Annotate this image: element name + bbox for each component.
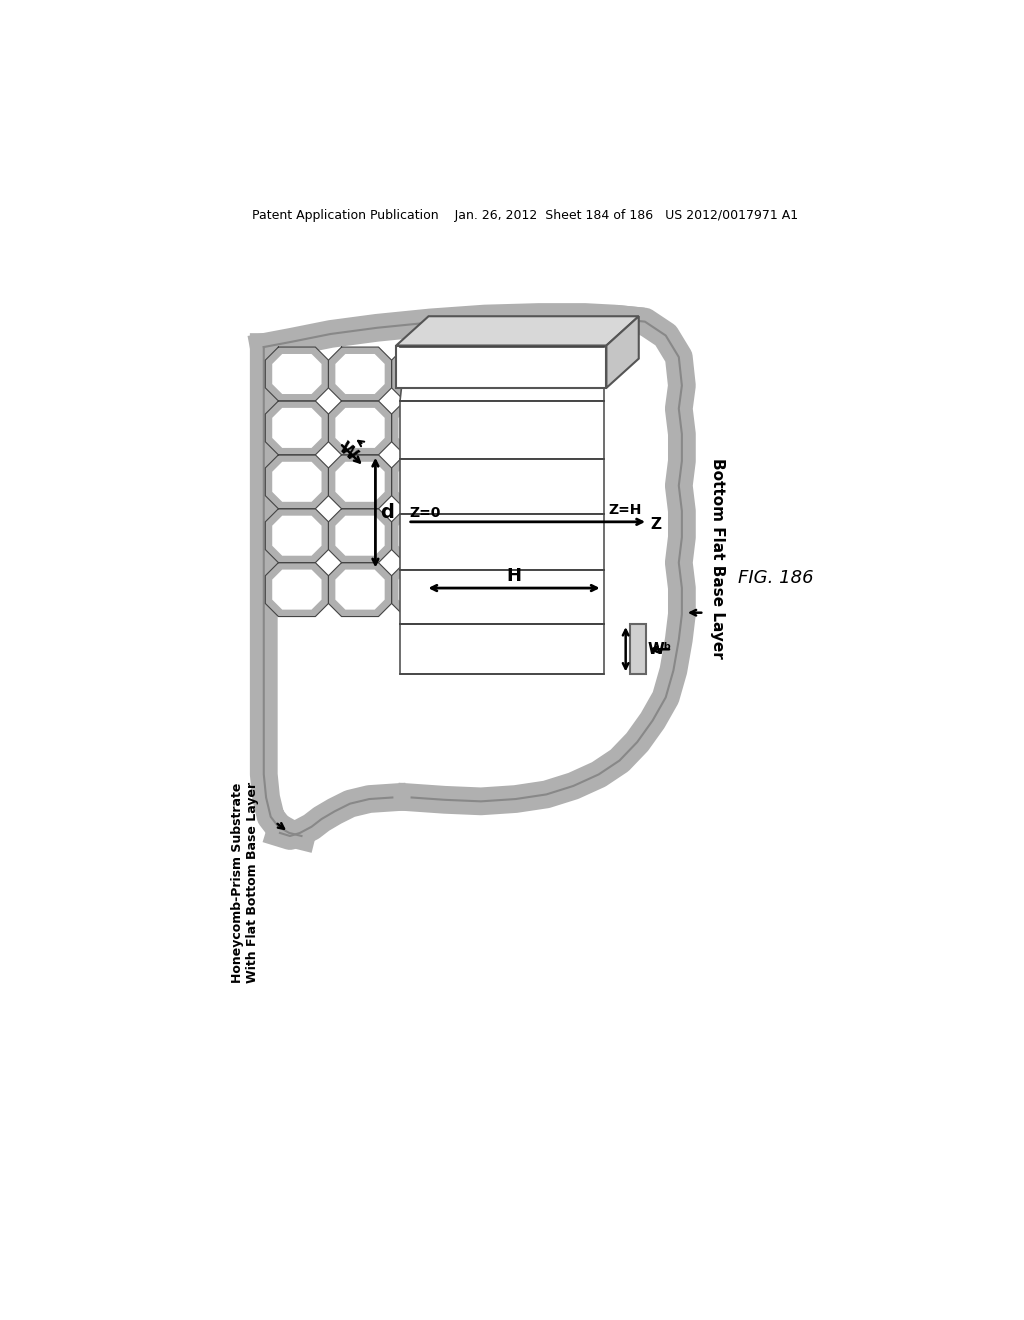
Polygon shape — [336, 408, 385, 447]
Polygon shape — [400, 347, 604, 401]
Polygon shape — [391, 401, 455, 455]
Polygon shape — [336, 462, 385, 502]
Polygon shape — [400, 459, 604, 515]
Text: FIG. 186: FIG. 186 — [738, 569, 814, 587]
Text: Patent Application Publication    Jan. 26, 2012  Sheet 184 of 186   US 2012/0017: Patent Application Publication Jan. 26, … — [252, 209, 798, 222]
Polygon shape — [272, 408, 322, 447]
Polygon shape — [400, 401, 604, 459]
Polygon shape — [398, 570, 447, 610]
Polygon shape — [398, 354, 447, 395]
Polygon shape — [606, 317, 639, 388]
Polygon shape — [265, 401, 329, 455]
Text: d: d — [380, 503, 394, 523]
Polygon shape — [336, 354, 385, 395]
Polygon shape — [398, 516, 447, 556]
Text: W: W — [335, 438, 360, 463]
Polygon shape — [272, 354, 322, 395]
Polygon shape — [265, 455, 329, 508]
Text: Z=H: Z=H — [608, 503, 642, 517]
Polygon shape — [398, 462, 447, 502]
Polygon shape — [391, 508, 455, 562]
Polygon shape — [265, 562, 329, 616]
Polygon shape — [265, 347, 329, 401]
Polygon shape — [391, 347, 455, 401]
Polygon shape — [630, 624, 646, 675]
Polygon shape — [265, 508, 329, 562]
Polygon shape — [400, 570, 604, 624]
Text: Z=0: Z=0 — [410, 506, 440, 520]
Polygon shape — [272, 570, 322, 610]
Polygon shape — [391, 455, 455, 508]
Polygon shape — [329, 562, 391, 616]
Polygon shape — [272, 516, 322, 556]
Text: Bottom Flat Base Layer: Bottom Flat Base Layer — [710, 458, 725, 659]
Polygon shape — [272, 462, 322, 502]
Polygon shape — [336, 516, 385, 556]
Polygon shape — [391, 562, 455, 616]
Text: Z: Z — [650, 516, 662, 532]
Polygon shape — [396, 346, 606, 388]
Polygon shape — [329, 508, 391, 562]
Text: Honeycomb-Prism Substrate
With Flat Bottom Base Layer: Honeycomb-Prism Substrate With Flat Bott… — [230, 781, 258, 983]
Polygon shape — [396, 317, 639, 346]
Polygon shape — [398, 408, 447, 447]
Polygon shape — [400, 624, 604, 675]
Text: H: H — [507, 566, 521, 585]
Polygon shape — [329, 455, 391, 508]
Polygon shape — [329, 401, 391, 455]
Polygon shape — [400, 515, 604, 570]
Text: Wᵇ: Wᵇ — [648, 642, 672, 657]
Polygon shape — [336, 570, 385, 610]
Polygon shape — [329, 347, 391, 401]
